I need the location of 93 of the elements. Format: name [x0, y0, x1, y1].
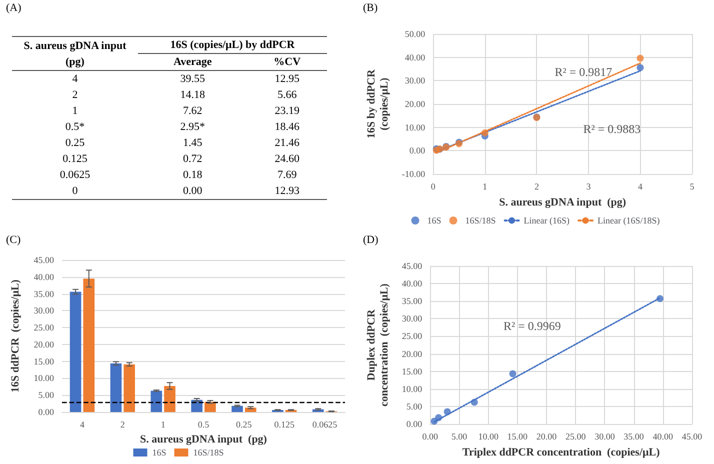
- y-tick-label: 25.00: [402, 331, 423, 342]
- y-tick-label: 45.00: [402, 261, 423, 271]
- y-tick-label: 10.00: [402, 384, 423, 394]
- annotation: R² = 0.9969: [503, 319, 561, 334]
- annotation: R² = 0.9817: [554, 64, 612, 79]
- x-tick-label: 45.00: [682, 432, 703, 442]
- text: 0.25: [64, 136, 86, 151]
- text: 18.46: [274, 120, 300, 135]
- x-tick-label: 4: [80, 420, 85, 430]
- y-tick-label: 10.00: [404, 122, 426, 132]
- text: 4: [71, 72, 79, 87]
- chart-title: (C): [6, 234, 21, 246]
- text: 0.72: [182, 152, 204, 167]
- y-tick-label: 5.00: [38, 390, 54, 400]
- text: 7.62: [182, 104, 204, 119]
- x-tick-label: 0: [430, 182, 436, 192]
- text: 5.66: [276, 88, 298, 103]
- text: S. aureus gDNA input (pg): [12, 36, 138, 70]
- annotation: R² = 0.9883: [583, 122, 641, 136]
- y-axis-title: 16S by ddPCR (copies/μL): [366, 68, 390, 139]
- legend-label: 16S: [152, 448, 166, 458]
- y-tick-label: 15.00: [402, 366, 423, 376]
- text: 14.18: [179, 88, 206, 103]
- y-tick-label: 50.00: [404, 29, 426, 39]
- legend-label: Linear (16S): [524, 216, 570, 226]
- x-axis-title: S. aureus gDNA input (pg): [140, 433, 268, 446]
- text: 23.19: [274, 104, 300, 119]
- text: 1: [71, 104, 79, 119]
- y-tick-label: 35.00: [34, 288, 54, 299]
- y-tick-label: 40.00: [404, 52, 426, 62]
- text: 7.69: [276, 168, 298, 183]
- chart-title: (D): [363, 234, 378, 246]
- x-tick-label: 5: [690, 182, 695, 192]
- text: 0.125: [62, 152, 88, 167]
- x-tick-label: 20.00: [536, 432, 558, 442]
- text: (A): [6, 2, 22, 14]
- y-tick-label: 20.00: [34, 339, 54, 350]
- y-tick-label: 20.00: [402, 348, 423, 359]
- x-axis-title: Triplex ddPCR concentration (copies/μL): [462, 446, 660, 458]
- x-tick-label: 0.5: [198, 420, 210, 430]
- chart-title: (B): [363, 2, 378, 14]
- y-tick-label: 5.00: [406, 401, 423, 412]
- x-tick-label: 35.00: [624, 432, 644, 442]
- x-tick-label: 30.00: [594, 432, 616, 442]
- x-tick-label: 25.00: [565, 432, 586, 442]
- x-tick-label: 1: [482, 182, 488, 192]
- y-tick-label: 30.00: [402, 314, 423, 324]
- y-tick-label: 40.00: [402, 278, 423, 289]
- text: 0.18: [182, 168, 204, 183]
- legend-label: Linear (16S/18S): [598, 216, 660, 226]
- text: 2.95*: [179, 120, 206, 135]
- x-tick-label: 1: [160, 420, 166, 430]
- y-tick-label: 0.00: [38, 407, 54, 417]
- x-tick-label: 5.00: [451, 432, 468, 442]
- y-tick-label: 40.00: [34, 272, 54, 282]
- text: 2: [71, 88, 79, 103]
- y-tick-label: -10.00: [402, 169, 426, 179]
- x-tick-label: 0.125: [274, 420, 295, 430]
- y-axis-title: 16S ddPCR (copies/μL): [10, 279, 22, 392]
- x-tick-label: 2: [534, 182, 539, 192]
- y-tick-label: 10.00: [34, 373, 54, 384]
- text: 0.5*: [64, 120, 86, 135]
- text: 16S (copies/μL) by ddPCR: [138, 36, 327, 54]
- text: Average: [138, 54, 248, 70]
- text: 39.55: [179, 72, 206, 87]
- x-tick-label: 15.00: [507, 432, 528, 442]
- x-tick-label: 40.00: [652, 432, 674, 442]
- y-axis-title: Duplex ddPCR concentration (copies/μL): [366, 283, 390, 406]
- text: 1.45: [182, 136, 204, 151]
- x-tick-label: 3: [586, 182, 592, 192]
- y-tick-label: 20.00: [404, 99, 426, 109]
- y-tick-label: 15.00: [34, 356, 54, 366]
- x-tick-label: 0.0625: [312, 420, 338, 430]
- text: 12.93: [247, 183, 327, 200]
- legend-label: 16S/18S: [193, 448, 224, 458]
- x-tick-label: 0.25: [236, 420, 252, 430]
- text: 21.46: [274, 136, 300, 151]
- text: 12.95: [274, 72, 300, 87]
- x-tick-label: 2: [120, 420, 125, 430]
- x-tick-label: 10.00: [478, 432, 499, 442]
- text: %CV: [247, 54, 327, 70]
- x-tick-label: 0.00: [422, 432, 439, 442]
- x-axis-title: S. aureus gDNA input (pg): [499, 196, 626, 208]
- legend-label: 16S/18S: [465, 216, 496, 226]
- x-tick-label: 4: [638, 182, 643, 192]
- y-tick-label: 25.00: [34, 322, 54, 333]
- y-tick-label: 0.00: [409, 146, 426, 156]
- legend-label: 16S: [427, 216, 442, 226]
- y-tick-label: 30.00: [34, 306, 54, 316]
- y-tick-label: 45.00: [34, 255, 54, 265]
- y-tick-label: 30.00: [404, 76, 426, 86]
- y-tick-label: 35.00: [402, 296, 423, 306]
- text: 24.60: [274, 152, 300, 167]
